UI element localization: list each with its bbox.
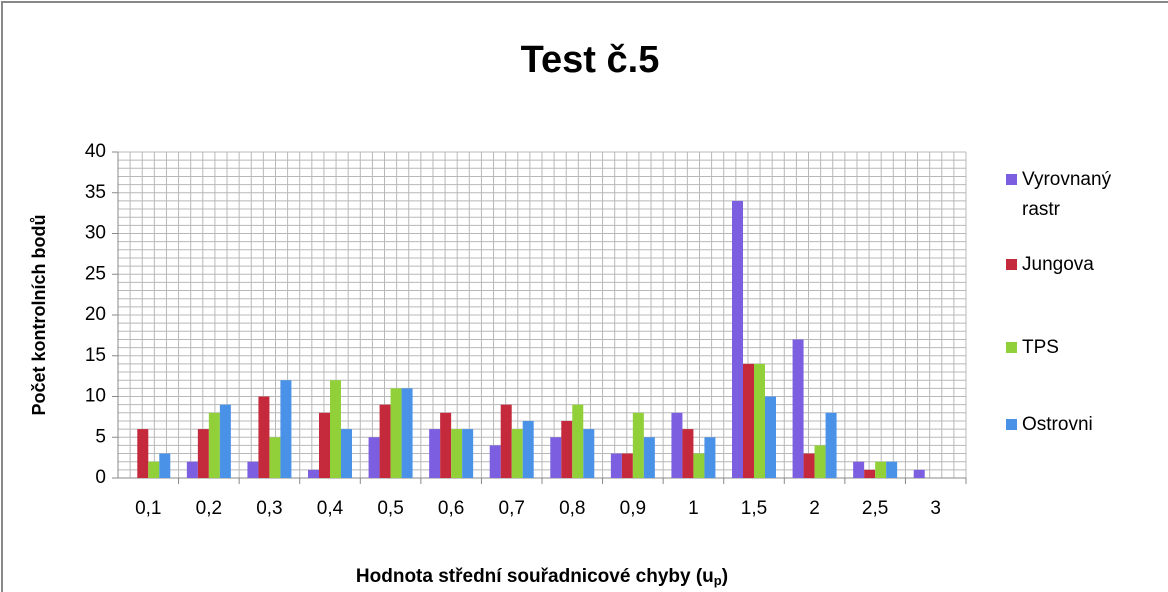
bar	[743, 363, 754, 478]
y-tick-label: 40	[85, 141, 106, 162]
bar	[368, 437, 380, 478]
x-tick-label: 0,2	[196, 498, 222, 519]
x-tick-label: 1	[688, 498, 699, 519]
legend-entry: Jungova	[1006, 250, 1168, 280]
legend-swatch	[1006, 174, 1017, 185]
y-tick-label: 5	[95, 426, 106, 447]
bar	[732, 200, 743, 478]
bar	[379, 404, 391, 478]
bar	[390, 388, 402, 478]
bar	[803, 453, 815, 478]
bar	[159, 453, 171, 478]
bar	[765, 396, 776, 478]
bar	[258, 396, 270, 478]
legend-swatch	[1006, 342, 1017, 353]
bar	[341, 429, 352, 478]
x-tick-label: 3	[930, 498, 941, 519]
x-tick-label: 2	[809, 498, 820, 519]
bar	[550, 437, 562, 478]
bar	[671, 412, 683, 478]
chart-title: Test č.5	[521, 39, 660, 81]
bar	[219, 404, 231, 478]
bar	[632, 412, 644, 478]
bar	[247, 461, 259, 478]
bar	[693, 453, 705, 478]
bar	[330, 380, 341, 478]
bar	[913, 469, 925, 478]
bar	[583, 429, 595, 478]
y-tick-label: 30	[85, 223, 106, 244]
legend-swatch	[1006, 419, 1017, 430]
bar	[814, 445, 826, 478]
bar	[319, 412, 330, 478]
bar	[643, 437, 655, 478]
x-tick-label: 0,3	[256, 498, 282, 519]
legend-entry: Ostrovni	[1006, 410, 1168, 440]
x-tick-label: 1,5	[741, 498, 767, 519]
legend-label: Vyrovnaný rastr	[1022, 169, 1112, 220]
legend-label: Ostrovni	[1022, 414, 1093, 435]
bar	[522, 420, 534, 478]
bar	[864, 469, 876, 478]
y-tick-label: 25	[85, 263, 106, 284]
bar	[137, 429, 149, 478]
legend-entry: Vyrovnaný rastr	[1006, 165, 1168, 225]
x-axis-label-suffix: )	[722, 566, 728, 587]
x-tick-label: 0,7	[499, 498, 525, 519]
bar	[511, 429, 523, 478]
bar	[401, 388, 413, 478]
y-tick-label: 35	[85, 182, 106, 203]
x-tick-label: 0,1	[135, 498, 161, 519]
bar	[704, 437, 716, 478]
bar	[208, 412, 220, 478]
bar	[429, 429, 441, 478]
bar	[682, 429, 694, 478]
x-tick-label: 0,6	[438, 498, 464, 519]
bar	[792, 339, 804, 478]
bar	[197, 429, 209, 478]
legend-label: TPS	[1022, 337, 1059, 358]
y-tick-label: 20	[85, 304, 106, 325]
legend-label: Jungova	[1022, 254, 1094, 275]
bar	[308, 469, 319, 478]
x-tick-label: 0,8	[559, 498, 585, 519]
y-tick-label: 0	[95, 467, 106, 488]
bar	[825, 412, 837, 478]
bar	[610, 453, 622, 478]
bar	[280, 380, 292, 478]
x-tick-label: 0,4	[317, 498, 344, 519]
x-axis-label: Hodnota střední souřadnicové chyby (up)	[356, 566, 728, 588]
y-tick-label: 10	[85, 386, 106, 407]
x-tick-label: 0,9	[620, 498, 646, 519]
bar	[489, 445, 501, 478]
bar	[148, 461, 160, 478]
y-axis-label: Počet kontrolních bodů	[29, 215, 49, 416]
legend-entry: TPS	[1006, 333, 1168, 363]
bar	[875, 461, 887, 478]
legend-swatch	[1006, 259, 1017, 270]
bar	[572, 404, 584, 478]
bar	[269, 437, 281, 478]
bar	[186, 461, 198, 478]
bar	[754, 363, 765, 478]
x-axis-label-text: Hodnota střední souřadnicové chyby (u	[356, 566, 714, 587]
bar	[561, 420, 573, 478]
x-tick-label: 0,5	[377, 498, 403, 519]
bar	[462, 429, 474, 478]
x-tick-label: 2,5	[862, 498, 888, 519]
bar	[440, 412, 452, 478]
bar	[621, 453, 633, 478]
bar	[886, 461, 898, 478]
bar	[500, 404, 512, 478]
bar	[853, 461, 865, 478]
y-tick-label: 15	[85, 345, 106, 366]
bar	[451, 429, 463, 478]
x-axis-label-subscript: p	[714, 573, 722, 588]
